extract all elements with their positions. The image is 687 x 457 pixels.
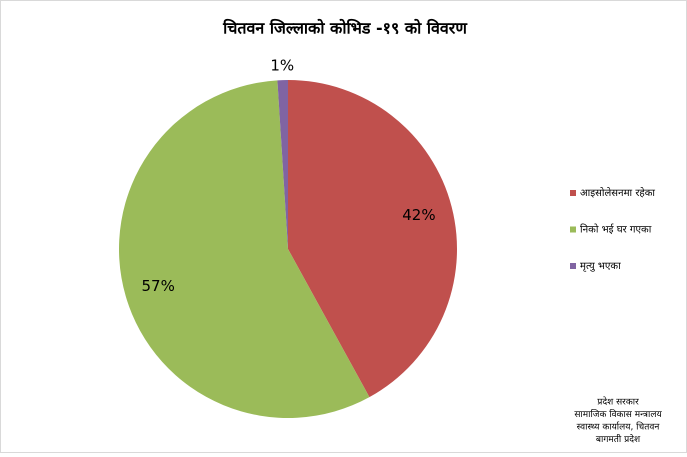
pie-slice — [119, 80, 370, 418]
legend-label: आइसोलेसनमा रहेका — [580, 187, 655, 199]
legend-swatch — [570, 226, 576, 233]
pie-slice — [288, 80, 457, 398]
value-label: 1% — [270, 57, 294, 75]
value-label: 42% — [402, 206, 435, 224]
note: प्रदेश सरकार — [597, 396, 639, 408]
value-label: 57% — [141, 277, 174, 295]
note: स्वास्थ्य कार्यालय, चितवन — [577, 421, 661, 433]
legend-label: मृत्यु भएका — [580, 261, 621, 272]
legend-label: निको भई घर गएका — [580, 224, 652, 236]
note: सामाजिक विकास मन्त्रालय — [574, 408, 662, 420]
pie-slice — [277, 80, 288, 249]
note: बागमती प्रदेश — [596, 433, 641, 445]
chart-title: चितवन जिल्लाको कोभिड -१९ को विवरण — [222, 19, 468, 38]
legend-swatch — [570, 190, 576, 196]
legend-swatch — [570, 263, 576, 269]
